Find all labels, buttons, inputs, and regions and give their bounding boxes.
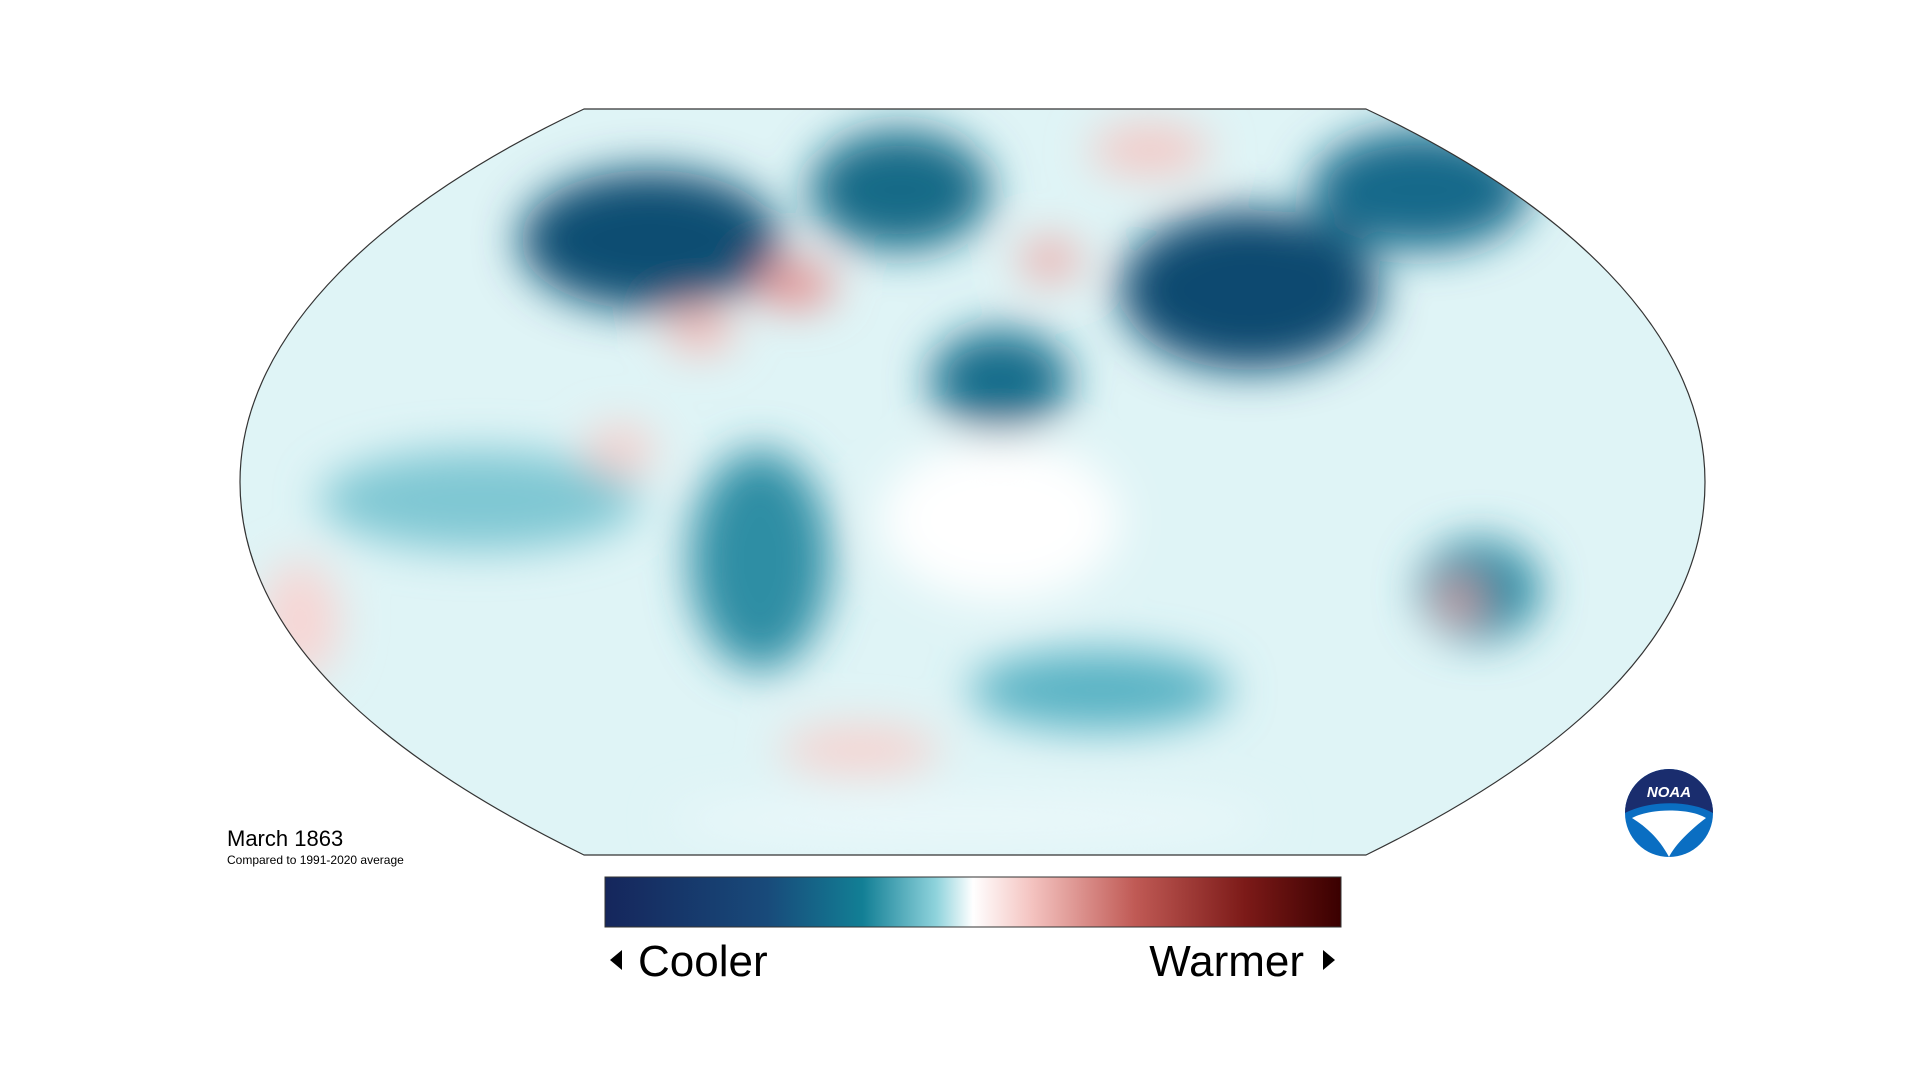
arrow-right	[1323, 950, 1335, 970]
map-outline	[239, 108, 1706, 856]
map-comparison: Compared to 1991-2020 average	[227, 853, 404, 867]
logo-text: NOAA	[1647, 784, 1691, 801]
map-date: March 1863	[227, 826, 343, 851]
legend-low-label: Cooler	[638, 937, 768, 986]
arrow-left	[610, 950, 622, 970]
noaa-logo: NOAA	[1625, 769, 1713, 857]
anomaly-map	[240, 109, 1705, 855]
legend-high-label: Warmer	[1149, 937, 1304, 986]
color-scale	[604, 876, 1342, 928]
